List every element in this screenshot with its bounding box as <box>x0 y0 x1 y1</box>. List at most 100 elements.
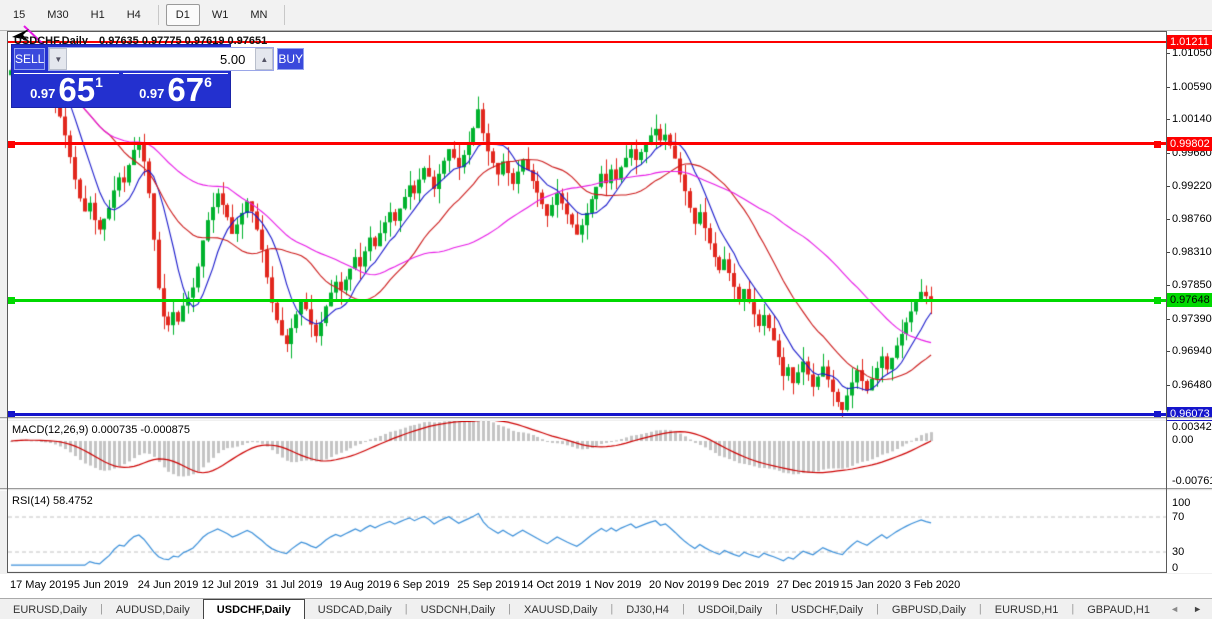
timeframe-button-MN[interactable]: MN <box>250 9 268 21</box>
chart-tab-USDCHF-Daily[interactable]: USDCHF,Daily <box>790 603 864 616</box>
macd-label: MACD(12,26,9) 0.000735 -0.000875 <box>12 424 190 436</box>
line-anchor-handle[interactable] <box>1154 140 1161 148</box>
buy-price-display[interactable]: 0.97 67 6 <box>123 71 228 108</box>
tab-separator: | <box>610 603 614 615</box>
price-level-label: 0.97648 <box>1167 293 1212 307</box>
horizontal-line-0.96073[interactable] <box>8 412 1166 416</box>
line-anchor-handle[interactable] <box>8 297 15 304</box>
date-tick-label: 15 Jan 2020 <box>840 579 902 591</box>
horizontal-line-0.97648[interactable] <box>8 298 1166 302</box>
tab-separator: | <box>99 603 103 615</box>
chart-tab-bar: EURUSD,Daily | AUDUSD,Daily USDCHF,Daily USD… <box>0 598 1212 619</box>
price-tick: 1.00140 <box>1166 113 1212 126</box>
date-tick-label: 3 Feb 2020 <box>904 579 961 591</box>
buy-price-big: 67 <box>167 71 205 108</box>
chart-tab-USDCNH-Daily[interactable]: USDCNH,Daily <box>420 603 496 616</box>
lot-decrease-button[interactable]: ▼ <box>49 48 68 70</box>
price-tick: 0.98760 <box>1166 213 1212 226</box>
tab-separator: | <box>876 603 879 615</box>
buy-price-sup: 6 <box>204 74 212 90</box>
sell-price-sup: 1 <box>95 74 103 90</box>
macd-scale-label: 0.003428 <box>1172 421 1212 433</box>
date-tick-label: 25 Sep 2019 <box>457 579 520 591</box>
date-tick-label: 14 Oct 2019 <box>521 579 582 591</box>
tab-separator: | <box>682 603 685 615</box>
line-anchor-handle[interactable] <box>8 411 15 419</box>
sell-button[interactable]: SELL <box>14 48 46 70</box>
rsi-scale-label: 70 <box>1172 511 1185 523</box>
toolbar-separator <box>284 5 286 25</box>
horizontal-line-0.99802[interactable] <box>8 142 1166 146</box>
sell-price-prefix: 0.97 <box>30 86 56 101</box>
line-anchor-handle[interactable] <box>1154 297 1161 304</box>
macd-scale-label: 0.00 <box>1172 434 1194 446</box>
date-tick-label: 27 Dec 2019 <box>776 579 840 591</box>
price-tick: 0.98310 <box>1166 246 1212 259</box>
one-click-trade-panel: SELL ▼ ▲ BUY 0.97 65 1 0.97 67 6 <box>12 45 305 108</box>
legend-ohlc: 0.97635 0.97775 0.97619 0.97651 <box>99 35 268 47</box>
price-tick: 0.97850 <box>1166 279 1212 292</box>
timeframe-button-D1[interactable]: D1 <box>165 4 200 26</box>
date-tick-label: 9 Dec 2019 <box>712 579 770 591</box>
timeframe-button-15[interactable]: 15 <box>13 9 26 21</box>
date-axis[interactable]: 17 May 2019 5 Jun 2019 24 Jun 2019 12 Jul 2… <box>0 574 1212 598</box>
date-tick-label: 5 Jun 2019 <box>73 579 129 591</box>
sell-price-display[interactable]: 0.97 65 1 <box>14 71 119 108</box>
panel-splitter[interactable] <box>0 417 1212 420</box>
chart-tab-AUDUSD-Daily[interactable]: AUDUSD,Daily <box>115 603 190 616</box>
chart-tab-DJ30-H4[interactable]: DJ30,H4 <box>626 603 670 616</box>
price-tick: 0.99220 <box>1166 180 1212 193</box>
price-tick: 0.96480 <box>1166 378 1212 391</box>
date-tick-label: 6 Sep 2019 <box>393 579 450 591</box>
macd-indicator-canvas[interactable] <box>8 421 1166 488</box>
price-tick: 0.97390 <box>1166 312 1212 325</box>
lot-increase-button[interactable]: ▲ <box>255 48 274 70</box>
lot-stepper: ▼ ▲ <box>48 47 275 71</box>
sell-price-big: 65 <box>58 71 96 108</box>
price-tick: 1.00590 <box>1166 80 1212 93</box>
rsi-scale-label: 0 <box>1172 562 1179 574</box>
panel-splitter[interactable] <box>0 488 1212 491</box>
tab-scroll-right-icon[interactable]: ► <box>1193 604 1202 614</box>
timeframe-button-H1[interactable]: H1 <box>90 9 105 21</box>
toolbar-separator <box>157 5 159 25</box>
buy-price-prefix: 0.97 <box>139 86 165 101</box>
chart-tab-EURUSD-H1[interactable]: EURUSD,H1 <box>994 603 1059 616</box>
date-tick-label: 17 May 2019 <box>10 579 74 591</box>
line-anchor-handle[interactable] <box>1154 411 1161 419</box>
rsi-label: RSI(14) 58.4752 <box>12 495 93 507</box>
macd-scale-label: -0.007615 <box>1172 475 1212 487</box>
horizontal-line-1.01211[interactable] <box>8 40 1166 43</box>
price-tick: 0.96940 <box>1166 345 1212 358</box>
rsi-scale-label: 100 <box>1172 497 1191 509</box>
chart-tab-USDOil-Daily[interactable]: USDOil,Daily <box>697 603 763 616</box>
tab-separator: | <box>404 603 408 615</box>
tab-separator: | <box>775 603 778 615</box>
chart-tab-GBPUSD-Daily[interactable]: GBPUSD,Daily <box>891 603 966 616</box>
timeframe-button-M30[interactable]: M30 <box>47 9 69 21</box>
chart-tab-GBPAUD-H1[interactable]: GBPAUD,H1 <box>1087 603 1150 616</box>
line-anchor-handle[interactable] <box>8 140 15 148</box>
date-tick-label: 20 Nov 2019 <box>649 579 712 591</box>
tab-scroll-arrows: ◄ ► <box>1170 599 1212 619</box>
timeframe-toolbar: 15 M30 H1 H4 D1 W1 MN <box>0 0 1212 31</box>
date-tick-label: 12 Jul 2019 <box>201 579 259 591</box>
date-tick-label: 24 Jun 2019 <box>137 579 199 591</box>
chart-tab-USDCHF-Daily[interactable]: USDCHF,Daily <box>202 599 305 619</box>
timeframe-button-W1[interactable]: W1 <box>211 9 229 21</box>
timeframe-button-H4[interactable]: H4 <box>126 9 141 21</box>
tab-separator: | <box>508 603 512 615</box>
chart-tab-EURUSD-Daily[interactable]: EURUSD,Daily <box>13 603 87 616</box>
price-level-label: 1.01211 <box>1167 34 1212 49</box>
chart-tab-USDCAD-Daily[interactable]: USDCAD,Daily <box>317 603 392 616</box>
rsi-indicator-canvas[interactable] <box>8 491 1166 571</box>
tab-scroll-left-icon[interactable]: ◄ <box>1170 604 1180 614</box>
buy-button[interactable]: BUY <box>277 48 305 70</box>
date-tick-label: 31 Jul 2019 <box>265 579 323 591</box>
chart-tab-XAUUSD-Daily[interactable]: XAUUSD,Daily <box>524 603 598 616</box>
date-tick-label: 1 Nov 2019 <box>585 579 642 591</box>
tab-separator: | <box>1071 603 1075 615</box>
lot-size-input[interactable] <box>67 48 256 70</box>
tab-separator: | <box>978 603 982 615</box>
